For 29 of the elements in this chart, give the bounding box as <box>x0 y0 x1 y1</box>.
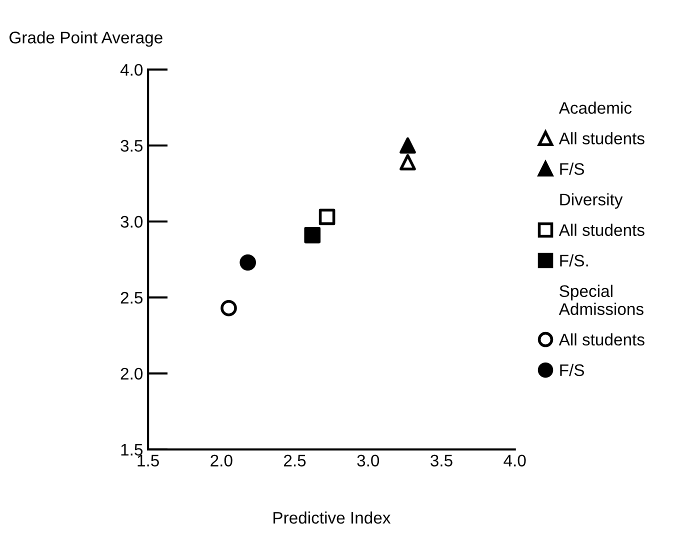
point <box>220 300 237 316</box>
y-axis-title: Grade Point Average <box>10 31 162 47</box>
legend-label: All students <box>558 333 644 346</box>
y-tick-label: 1.5 <box>121 444 142 456</box>
legend-label: F/S <box>560 162 584 175</box>
x-tick-label: 4.0 <box>504 454 526 467</box>
x-axis-title: Predictive Index <box>274 511 391 524</box>
y-tick-label: 2.5 <box>120 292 142 304</box>
text: Special Admissions <box>558 284 644 316</box>
text: Diversity <box>560 193 623 209</box>
y-tick-label: 2.0 <box>120 368 143 380</box>
point <box>400 137 416 154</box>
x-tick-label: 3.5 <box>430 454 452 467</box>
y-tick-label: 4.0 <box>120 64 143 76</box>
y-tick-label: 3.5 <box>120 140 142 152</box>
legend-label: All students <box>558 224 644 236</box>
x-tick-label: 2.5 <box>284 454 306 467</box>
y-tick-label: 3.0 <box>120 216 143 228</box>
x-tick-label: 3.0 <box>357 454 380 467</box>
legend-label: F/S. <box>560 254 588 267</box>
text: Academic <box>558 102 632 114</box>
point <box>304 227 321 244</box>
legend-label: All students <box>558 132 644 144</box>
point <box>400 154 416 170</box>
x-tick-label: 2.0 <box>210 454 232 467</box>
legend-label: F/S <box>560 364 584 376</box>
point <box>318 208 336 226</box>
point <box>240 254 256 271</box>
x-tick-label: 1.5 <box>138 454 159 467</box>
